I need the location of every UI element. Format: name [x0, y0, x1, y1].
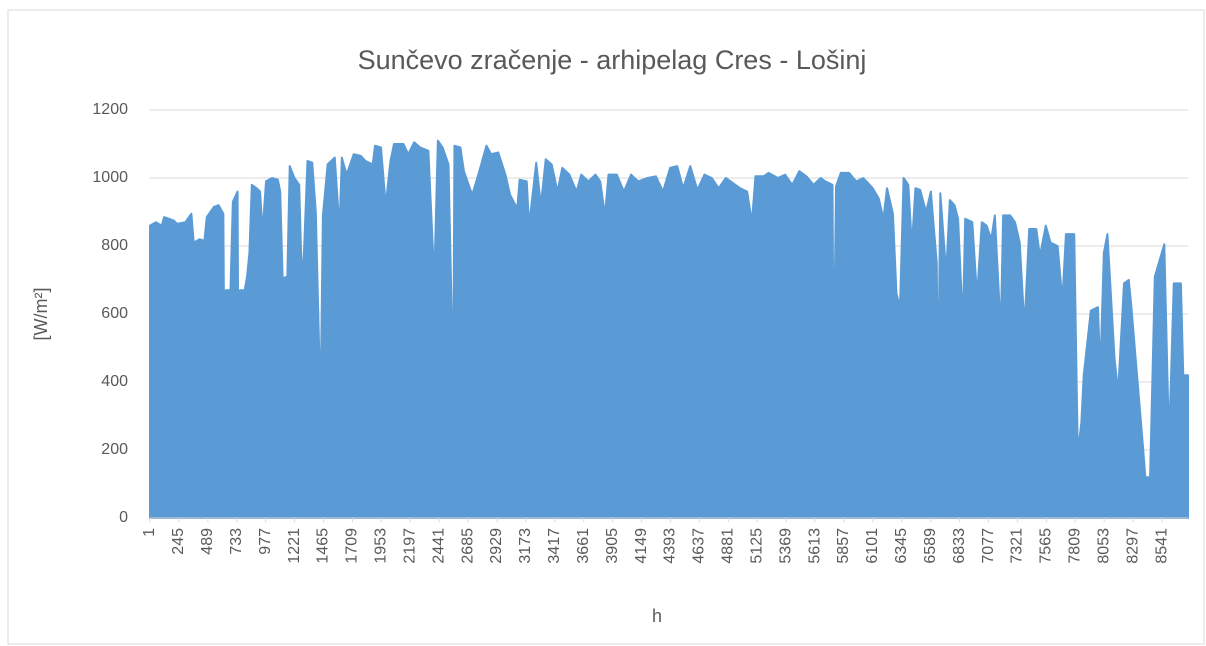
x-tick-label: 2929	[488, 528, 505, 564]
y-tick-label: 1000	[92, 169, 128, 186]
x-tick-label: 977	[257, 528, 274, 555]
x-tick-label: 1953	[373, 528, 390, 564]
y-tick-label: 400	[101, 373, 128, 390]
chart-title: Sunčevo zračenje - arhipelag Cres - Loši…	[358, 45, 867, 75]
y-tick-label: 1200	[92, 101, 128, 118]
x-tick-label: 1709	[344, 528, 361, 564]
x-tick-label: 489	[199, 528, 216, 555]
x-tick-label: 6345	[893, 528, 910, 564]
y-axis-label: [W/m²]	[31, 288, 51, 341]
x-tick-label: 5857	[835, 528, 852, 564]
x-tick-label: 3417	[546, 528, 563, 564]
x-tick-label: 5369	[777, 528, 794, 564]
x-tick-label: 4881	[720, 528, 737, 564]
x-tick-label: 3173	[517, 528, 534, 564]
x-tick-label: 4637	[691, 528, 708, 564]
y-tick-label: 0	[119, 509, 128, 526]
x-tick-label: 3661	[575, 528, 592, 564]
x-tick-label: 1221	[286, 528, 303, 564]
area	[149, 139, 1189, 519]
x-tick-label: 7809	[1067, 528, 1084, 564]
y-tick-label: 600	[101, 305, 128, 322]
x-tick-label: 4393	[662, 528, 679, 564]
x-tick-label: 7077	[980, 528, 997, 564]
x-tick-label: 6589	[922, 528, 939, 564]
x-tick-label: 1	[141, 528, 158, 537]
x-tick-label: 8053	[1095, 528, 1112, 564]
x-tick-label: 6101	[864, 528, 881, 564]
x-tick-label: 2441	[430, 528, 447, 564]
chart-frame	[7, 9, 1205, 645]
x-tick-label: 5125	[748, 528, 765, 564]
x-tick-label: 8541	[1153, 528, 1170, 564]
x-tick-label: 5613	[806, 528, 823, 564]
x-tick-label: 245	[170, 528, 187, 555]
x-tick-label: 2685	[459, 528, 476, 564]
x-axis-label: h	[652, 606, 662, 626]
x-tick-label: 8297	[1124, 528, 1141, 564]
y-tick-label: 800	[101, 237, 128, 254]
x-tick-label: 7321	[1009, 528, 1026, 564]
x-tick-label: 3905	[604, 528, 621, 564]
x-tick-label: 4149	[633, 528, 650, 564]
x-tick-label: 733	[228, 528, 245, 555]
y-tick-label: 200	[101, 441, 128, 458]
x-tick-label: 2197	[401, 528, 418, 564]
x-tick-label: 7565	[1038, 528, 1055, 564]
x-tick-label: 1465	[315, 528, 332, 564]
x-tick-label: 6833	[951, 528, 968, 564]
